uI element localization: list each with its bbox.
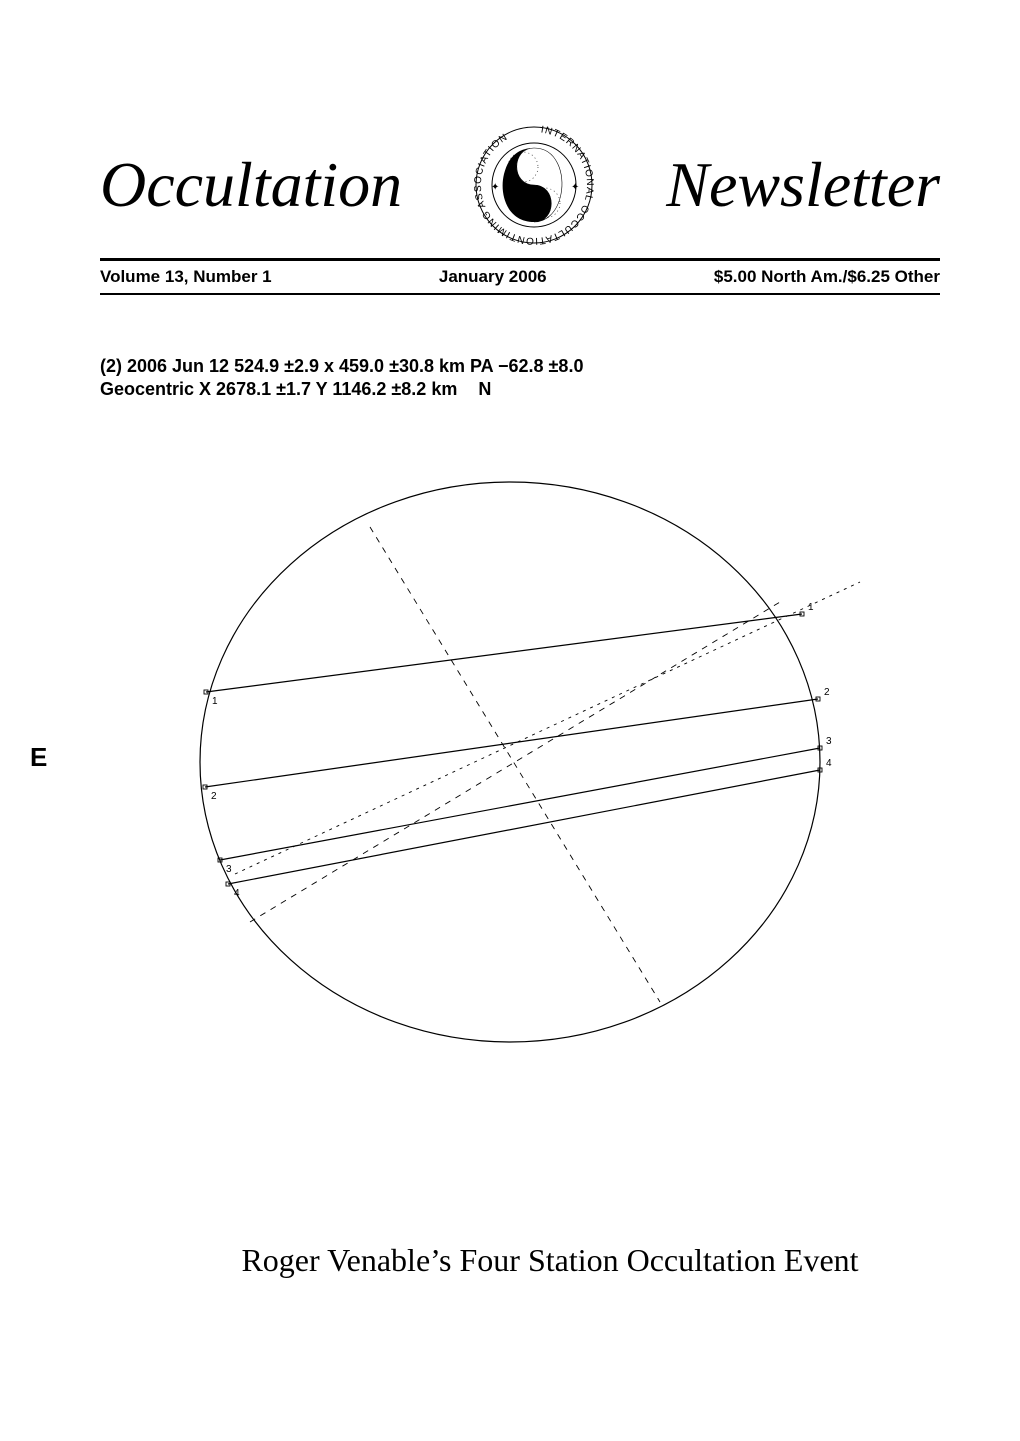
- svg-text:✦: ✦: [491, 182, 499, 193]
- chord-diagram: E 11223344: [100, 442, 940, 1082]
- svg-text:1: 1: [808, 602, 814, 613]
- svg-text:3: 3: [826, 736, 832, 747]
- masthead-title-right: Newsletter: [666, 148, 940, 222]
- issue-rule-bottom: [100, 293, 940, 295]
- masthead-title-left: Occultation: [100, 148, 402, 222]
- svg-text:4: 4: [234, 888, 240, 899]
- event-line-2: Geocentric X 2678.1 ±1.7 Y 1146.2 ±8.2 k…: [100, 378, 940, 401]
- svg-text:4: 4: [826, 758, 832, 769]
- svg-text:✦: ✦: [571, 182, 579, 193]
- iota-logo: INTERNATIONAL OCCULTATION TIMING ASSOCIA…: [469, 120, 599, 250]
- masthead: Occultation INTERNATIONAL OCCULTATION TI…: [100, 120, 940, 250]
- chord-diagram-svg: 1 1 2 2 3 3 4 4: [100, 442, 940, 1082]
- svg-text:3: 3: [226, 864, 232, 875]
- issue-bar: Volume 13, Number 1 January 2006 $5.00 N…: [100, 261, 940, 293]
- issue-date: January 2006: [439, 267, 547, 287]
- issue-volume: Volume 13, Number 1: [100, 267, 272, 287]
- event-data-header: (2) 2006 Jun 12 524.9 ±2.9 x 459.0 ±30.8…: [100, 355, 940, 402]
- event-line-1: (2) 2006 Jun 12 524.9 ±2.9 x 459.0 ±30.8…: [100, 355, 940, 378]
- iota-logo-svg: INTERNATIONAL OCCULTATION TIMING ASSOCIA…: [471, 122, 597, 248]
- issue-price: $5.00 North Am./$6.25 Other: [714, 267, 940, 287]
- page-caption: Roger Venable’s Four Station Occultation…: [160, 1242, 940, 1279]
- north-mark: N: [478, 379, 491, 399]
- svg-text:1: 1: [212, 696, 218, 707]
- svg-text:2: 2: [211, 791, 217, 802]
- svg-text:2: 2: [824, 687, 830, 698]
- east-mark: E: [30, 742, 47, 773]
